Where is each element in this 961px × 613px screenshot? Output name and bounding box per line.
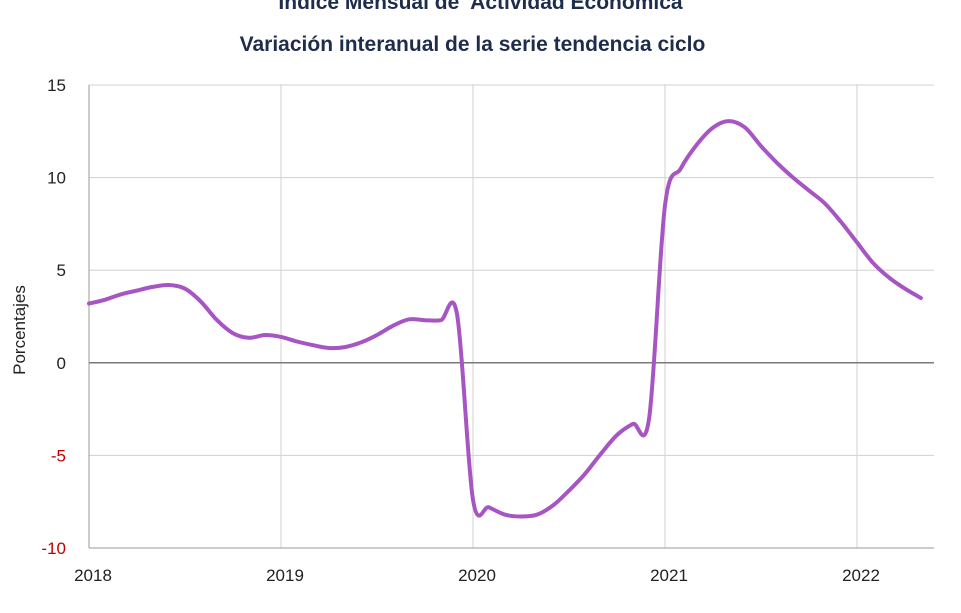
chart-title: Índice Mensual de Actividad Económica [278,0,683,14]
y-tick-label: 15 [47,76,66,95]
x-tick-label: 2022 [842,566,880,585]
y-axis-label: Porcentajes [10,285,29,375]
x-tick-label: 2021 [650,566,688,585]
series-line [87,119,923,519]
y-tick-label: -10 [41,539,66,558]
y-tick-label: 10 [47,169,66,188]
grid-lines [89,84,934,549]
axes [88,85,934,549]
tick-labels: 15 10 5 0 -5 -10 2018 2019 2020 2021 2022 [41,76,879,585]
y-tick-label: 0 [57,354,66,373]
x-tick-label: 2018 [74,566,112,585]
y-tick-label: 5 [57,261,66,280]
x-tick-label: 2019 [266,566,304,585]
series-layer [87,119,923,519]
y-tick-label: -5 [51,446,66,465]
chart-subtitle: Variación interanual de la serie tendenc… [239,33,706,56]
x-tick-label: 2020 [458,566,496,585]
